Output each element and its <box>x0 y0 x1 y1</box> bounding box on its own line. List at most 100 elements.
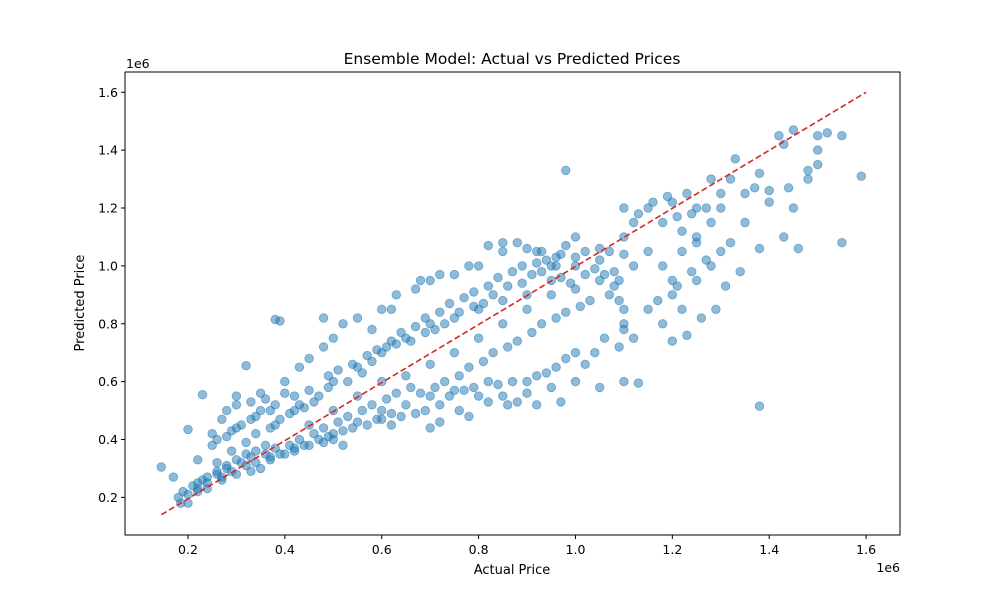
data-point <box>536 319 547 329</box>
data-point <box>633 378 644 388</box>
data-point <box>362 350 372 361</box>
data-point <box>231 391 242 401</box>
y-axis-label: Predicted Price <box>73 255 88 352</box>
data-point <box>415 275 426 286</box>
data-point <box>570 376 581 387</box>
data-point <box>512 397 523 407</box>
data-point <box>754 243 765 254</box>
data-point <box>236 420 247 430</box>
data-point <box>367 400 377 410</box>
data-point <box>406 382 416 393</box>
data-point <box>590 264 600 274</box>
data-point <box>750 183 760 193</box>
data-point <box>590 348 600 358</box>
plot-frame <box>124 71 901 536</box>
data-point <box>309 397 319 407</box>
data-point <box>333 365 343 375</box>
x-axis-label: Actual Price <box>474 563 551 578</box>
data-point <box>764 197 774 207</box>
data-point <box>488 290 498 300</box>
data-point <box>604 246 615 257</box>
data-point <box>396 327 406 338</box>
data-point <box>377 304 387 315</box>
data-point <box>454 307 464 317</box>
data-point <box>628 333 639 343</box>
data-point <box>483 376 494 387</box>
data-point <box>682 330 692 341</box>
data-point <box>619 376 629 387</box>
data-point <box>628 261 639 271</box>
data-point <box>212 434 222 445</box>
data-point <box>614 342 624 352</box>
data-point <box>503 281 513 291</box>
data-point <box>580 246 590 257</box>
data-point <box>464 362 474 372</box>
data-point <box>430 382 440 393</box>
data-point <box>604 290 615 300</box>
data-point <box>338 426 348 436</box>
data-point <box>725 237 736 248</box>
data-point <box>546 290 557 300</box>
data-point <box>575 301 586 312</box>
data-point <box>260 394 271 404</box>
data-point <box>856 171 867 181</box>
data-point <box>372 414 382 425</box>
data-point <box>328 333 339 343</box>
data-point <box>619 249 629 260</box>
data-point <box>391 290 402 300</box>
data-point <box>406 336 416 346</box>
data-point <box>595 243 605 254</box>
data-point <box>440 319 450 329</box>
data-point <box>648 197 658 207</box>
data-point <box>643 304 653 315</box>
data-point <box>585 295 595 306</box>
data-point <box>478 298 489 309</box>
data-point <box>701 255 712 265</box>
data-point <box>343 376 353 387</box>
data-point <box>231 400 242 410</box>
data-point <box>425 391 435 401</box>
data-point <box>493 379 503 390</box>
data-point <box>251 429 261 439</box>
data-point <box>289 391 300 401</box>
data-point <box>435 400 445 410</box>
data-point <box>483 397 494 407</box>
points-layer <box>156 125 867 508</box>
data-point <box>614 275 624 286</box>
data-point <box>386 408 397 419</box>
data-point <box>619 324 629 335</box>
data-point <box>386 304 397 315</box>
data-point <box>658 217 668 228</box>
x-tick-label: 1.4 <box>759 542 779 557</box>
y-tick-label: 1.0 <box>98 258 118 273</box>
data-point <box>716 203 726 213</box>
data-point <box>498 237 508 248</box>
data-point <box>323 431 334 442</box>
data-point <box>633 209 644 219</box>
data-point <box>323 371 334 381</box>
data-point <box>444 391 455 401</box>
data-point <box>425 423 435 433</box>
data-point <box>720 281 731 291</box>
data-point <box>440 376 450 387</box>
data-point <box>570 348 581 358</box>
data-point <box>493 272 503 283</box>
data-point <box>730 154 741 164</box>
data-point <box>551 313 561 323</box>
data-point <box>377 405 387 416</box>
data-point <box>779 232 789 242</box>
data-point <box>691 237 702 248</box>
data-point <box>168 472 179 482</box>
data-point <box>304 420 314 430</box>
data-point <box>348 359 358 370</box>
y-offset-label: 1e6 <box>126 56 150 71</box>
data-point <box>280 376 290 387</box>
data-point <box>338 319 348 329</box>
data-point <box>522 304 532 315</box>
data-point <box>323 382 334 393</box>
data-point <box>260 440 271 451</box>
data-point <box>410 408 421 419</box>
data-point <box>813 159 823 170</box>
data-point <box>551 362 561 372</box>
data-point <box>517 278 527 288</box>
